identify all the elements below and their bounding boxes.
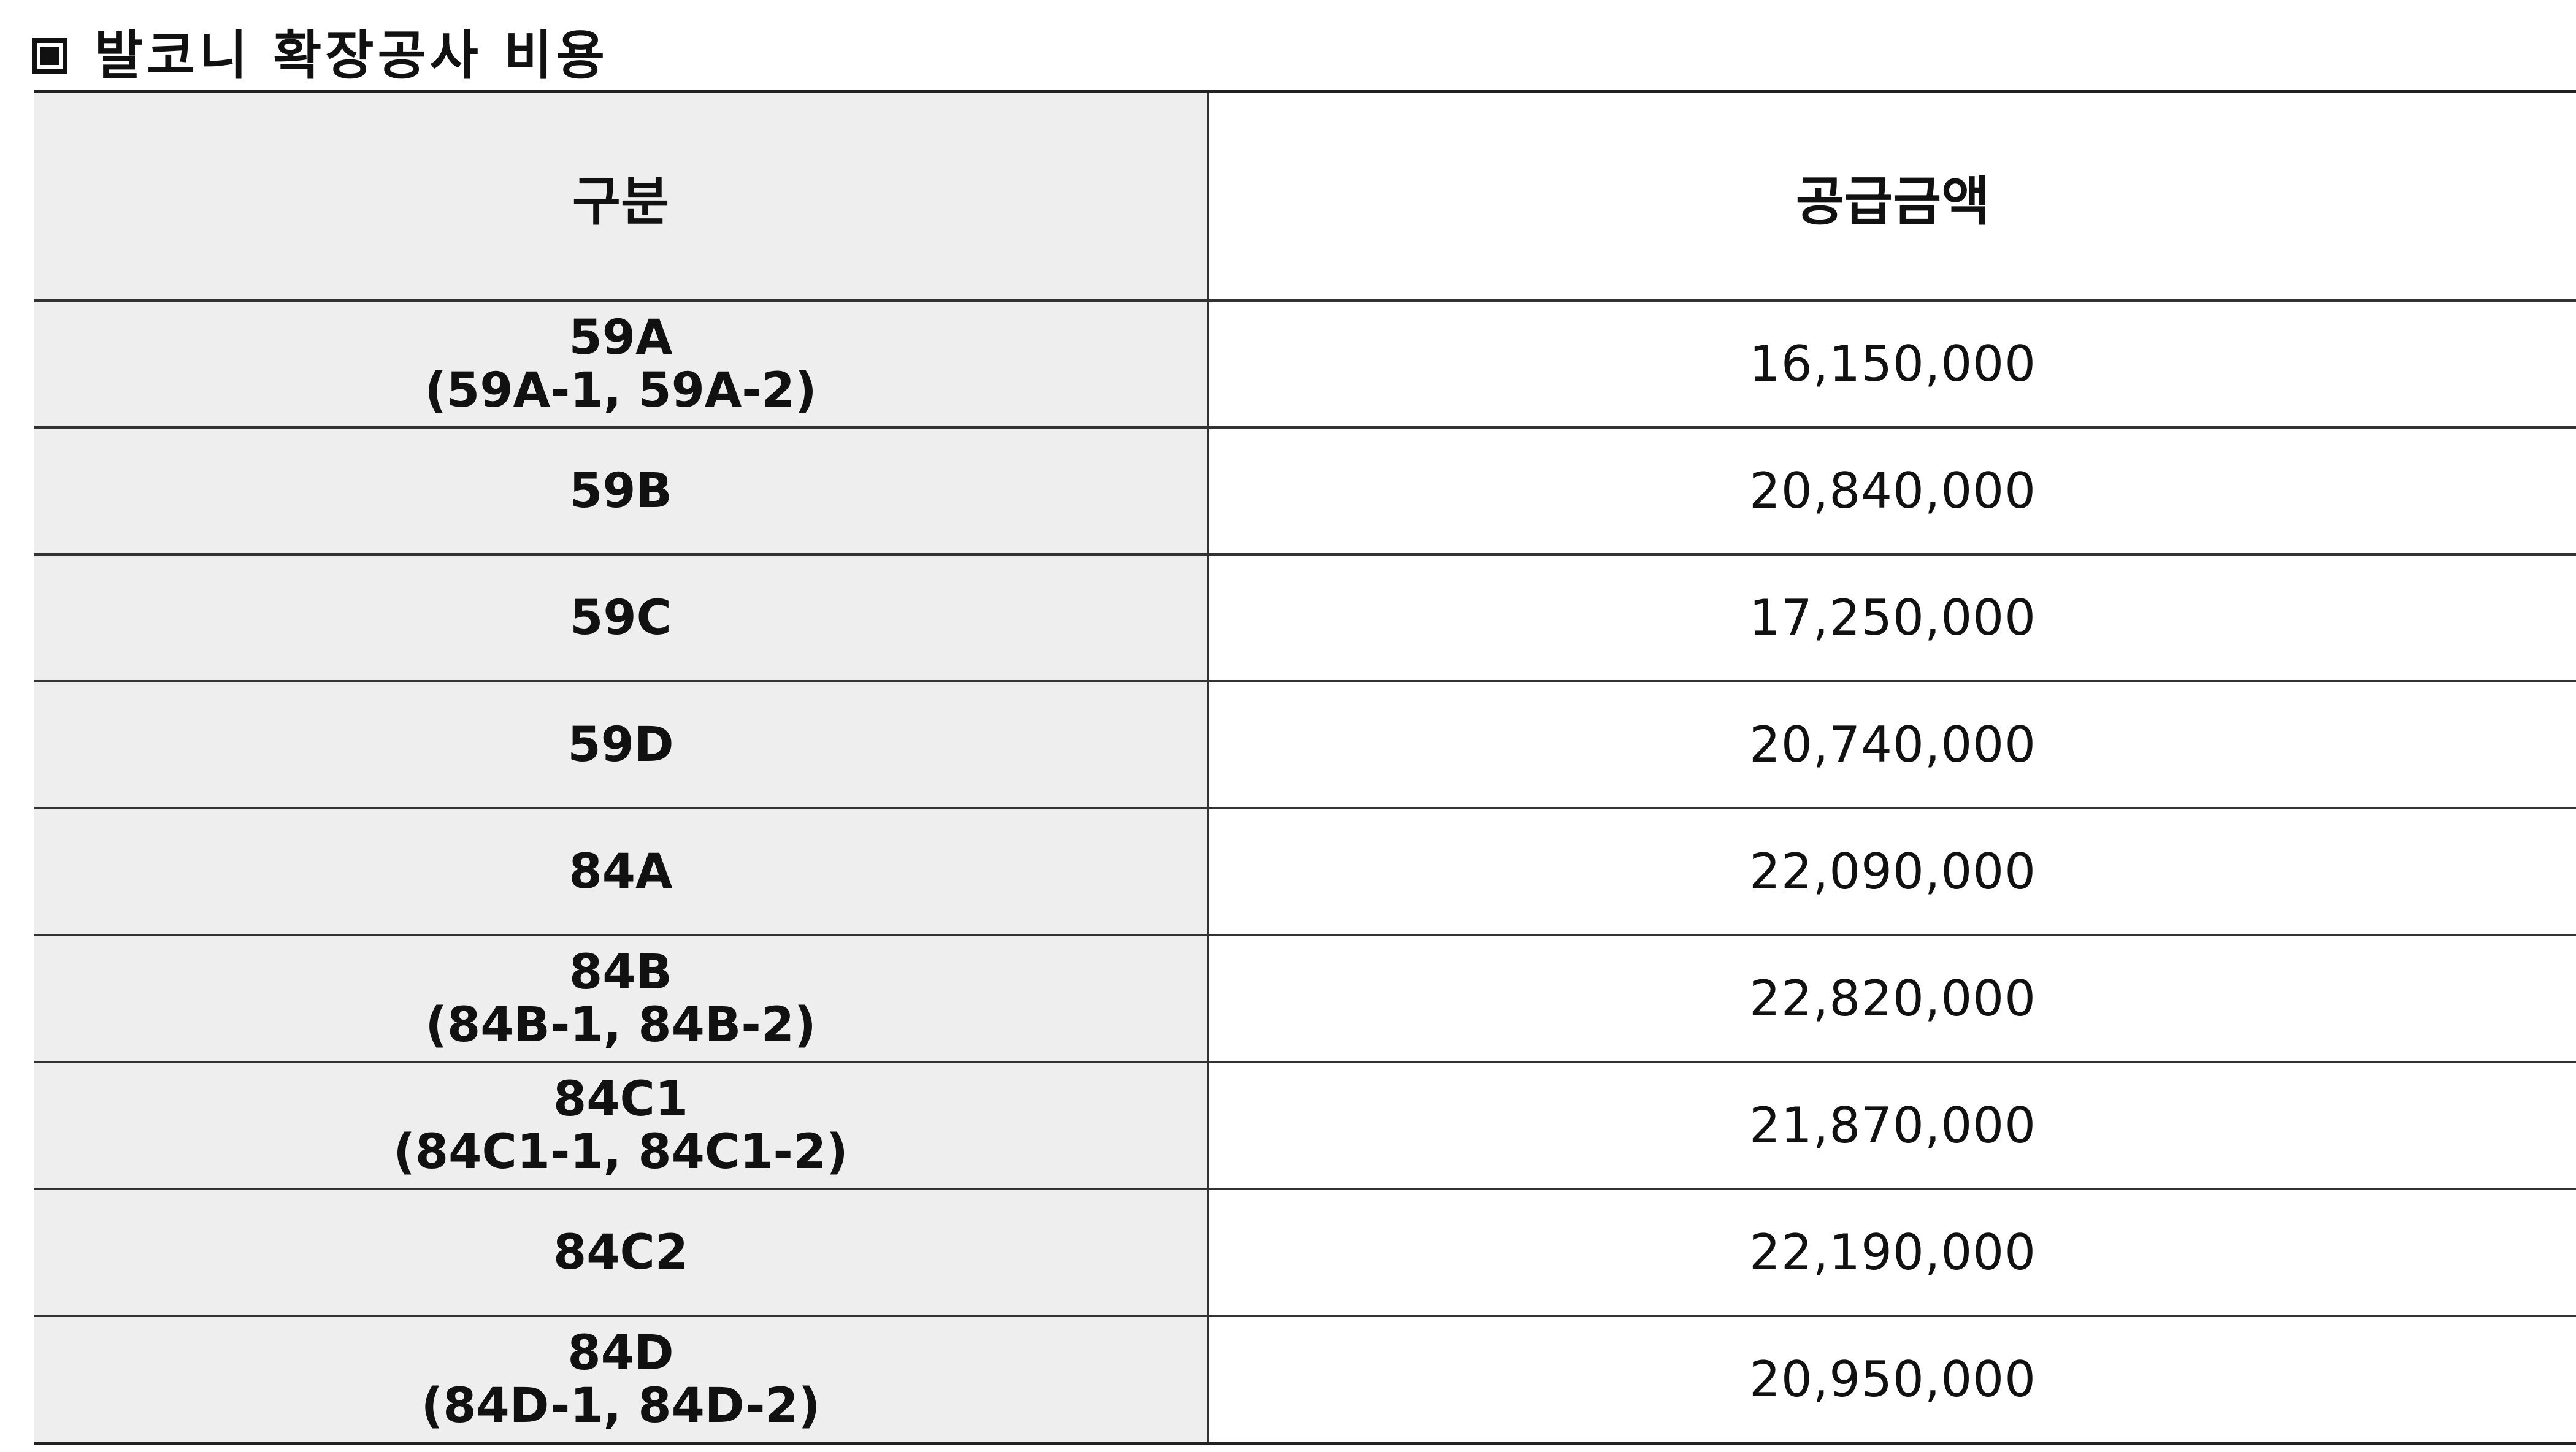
- table-row: 84A 22,090,000: [34, 808, 2576, 936]
- table-row: 59B 20,840,000: [34, 427, 2576, 556]
- balcony-cost-table: 구분 공급금액 59A (59A-1, 59A-2) 16,150,000 59…: [34, 90, 2576, 1445]
- header-type: 구분: [34, 90, 1208, 302]
- section-title: 발코니 확장공사 비용: [32, 22, 608, 90]
- amount-cell: 20,740,000: [1207, 681, 2576, 809]
- type-sublabel: (59A-1, 59A-2): [424, 362, 817, 418]
- type-cell: 84B (84B-1, 84B-2): [34, 935, 1208, 1063]
- table-row: 84C2 22,190,000: [34, 1189, 2576, 1317]
- section-title-text: 발코니 확장공사 비용: [94, 25, 608, 86]
- type-label: 59B: [569, 463, 672, 519]
- type-label: 59C: [570, 590, 672, 646]
- type-label: 84C2: [553, 1225, 689, 1280]
- amount-cell: 22,090,000: [1207, 808, 2576, 936]
- table-row: 59C 17,250,000: [34, 554, 2576, 682]
- amount-cell: 16,150,000: [1207, 300, 2576, 429]
- type-label: 84B: [569, 944, 672, 1000]
- amount-cell: 17,250,000: [1207, 554, 2576, 682]
- type-cell: 84D (84D-1, 84D-2): [34, 1316, 1208, 1445]
- type-cell: 84C1 (84C1-1, 84C1-2): [34, 1062, 1208, 1190]
- amount-cell: 22,190,000: [1207, 1189, 2576, 1317]
- type-cell: 59A (59A-1, 59A-2): [34, 300, 1208, 429]
- cost-table-container: 구분 공급금액 59A (59A-1, 59A-2) 16,150,000 59…: [34, 90, 2576, 1445]
- type-cell: 84A: [34, 808, 1208, 936]
- type-label: 84C1: [553, 1071, 689, 1127]
- type-sublabel: (84C1-1, 84C1-2): [393, 1124, 848, 1180]
- type-label: 59A: [569, 310, 673, 365]
- header-amount: 공급금액: [1207, 90, 2576, 302]
- amount-cell: 20,950,000: [1207, 1316, 2576, 1445]
- amount-cell: 20,840,000: [1207, 427, 2576, 556]
- amount-cell: 21,870,000: [1207, 1062, 2576, 1190]
- square-bullet-icon: [32, 38, 67, 74]
- table-row: 84B (84B-1, 84B-2) 22,820,000: [34, 935, 2576, 1063]
- type-cell: 59C: [34, 554, 1208, 682]
- table-header-row: 구분 공급금액: [34, 90, 2576, 302]
- type-cell: 59D: [34, 681, 1208, 809]
- amount-cell: 22,820,000: [1207, 935, 2576, 1063]
- table-row: 59D 20,740,000: [34, 681, 2576, 809]
- type-label: 59D: [567, 717, 674, 773]
- type-sublabel: (84B-1, 84B-2): [425, 997, 816, 1053]
- type-label: 84A: [569, 844, 673, 900]
- type-sublabel: (84D-1, 84D-2): [421, 1378, 821, 1434]
- table-row: 84D (84D-1, 84D-2) 20,950,000: [34, 1316, 2576, 1445]
- type-cell: 84C2: [34, 1189, 1208, 1317]
- type-cell: 59B: [34, 427, 1208, 556]
- table-row: 59A (59A-1, 59A-2) 16,150,000: [34, 300, 2576, 429]
- table-row: 84C1 (84C1-1, 84C1-2) 21,870,000: [34, 1062, 2576, 1190]
- type-label: 84D: [567, 1325, 674, 1381]
